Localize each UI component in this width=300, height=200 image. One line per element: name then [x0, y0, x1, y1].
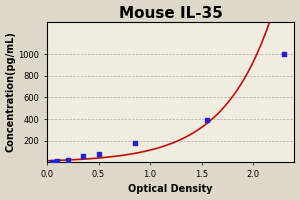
Point [282, 53, 286, 56]
X-axis label: Optical Density: Optical Density [128, 184, 213, 194]
Point [96, 152, 101, 155]
Point [55, 160, 60, 163]
Point [132, 142, 137, 145]
Point [50, 160, 55, 163]
Point [65, 158, 70, 161]
Point [81, 155, 85, 158]
Point [204, 118, 209, 122]
Title: Mouse IL-35: Mouse IL-35 [119, 6, 223, 21]
Y-axis label: Concentration(pg/mL): Concentration(pg/mL) [6, 32, 16, 152]
